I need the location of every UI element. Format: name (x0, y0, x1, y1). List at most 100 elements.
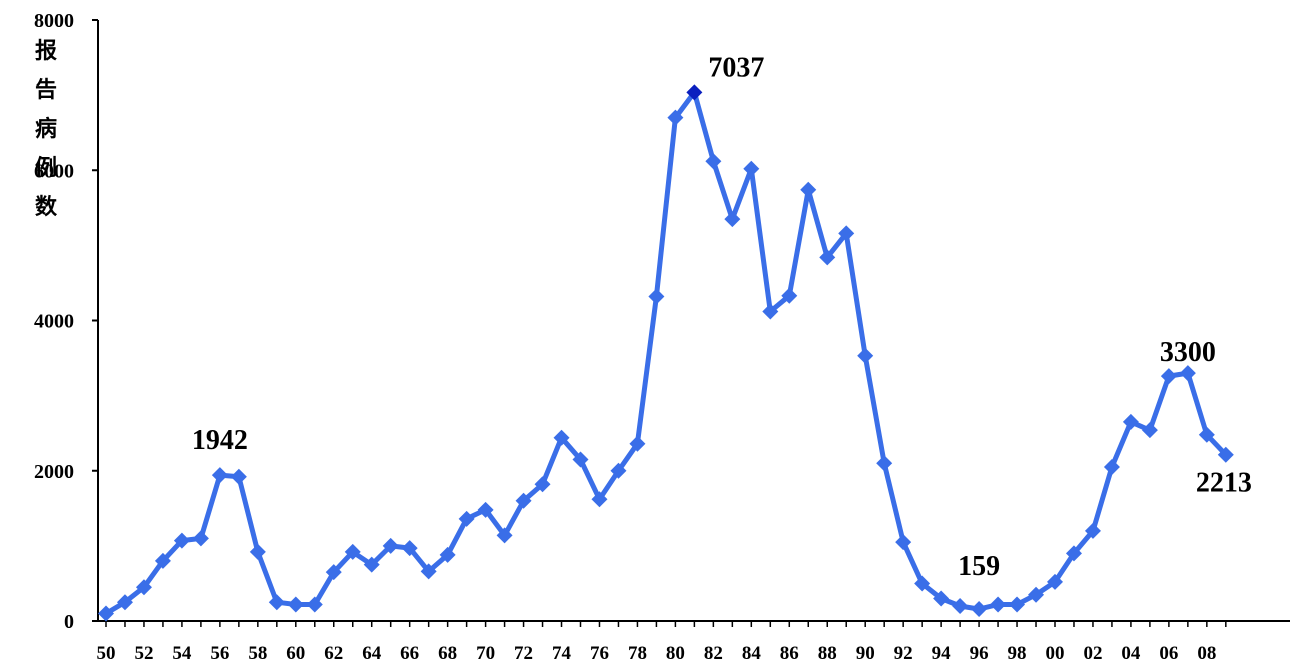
data-point (230, 468, 247, 485)
data-point (933, 590, 950, 607)
data-point (610, 462, 627, 479)
x-tick-label: 86 (780, 643, 799, 664)
data-point (1122, 413, 1139, 430)
data-label: 3300 (1160, 337, 1216, 368)
data-label: 159 (958, 551, 1000, 582)
x-tick-label: 80 (666, 643, 685, 664)
y-axis-label: 报告病例数 (35, 39, 58, 220)
data-point (1009, 596, 1026, 613)
x-tick-label: 04 (1121, 643, 1141, 664)
data-point (838, 225, 855, 242)
x-tick-label: 92 (894, 643, 913, 664)
x-tick-label: 62 (324, 643, 343, 664)
data-point (895, 534, 912, 551)
data-point (1160, 368, 1177, 385)
x-tick-label: 66 (400, 643, 419, 664)
x-tick-label: 60 (286, 643, 305, 664)
x-tick-label: 74 (552, 643, 572, 664)
axes (97, 20, 1290, 622)
x-tick-label: 70 (476, 643, 495, 664)
y-tick-label: 0 (64, 611, 74, 633)
x-tick-label: 00 (1046, 643, 1065, 664)
data-point (629, 435, 646, 452)
data-point (952, 597, 969, 614)
data-point (724, 211, 741, 228)
data-point (325, 564, 342, 581)
data-point (800, 181, 817, 198)
data-point (705, 153, 722, 170)
y-ticks: 0 2000 4000 6000 8000 (34, 10, 98, 633)
series-group (98, 84, 1234, 622)
data-point (1217, 446, 1234, 463)
data-point (1028, 586, 1045, 603)
data-point (98, 605, 114, 622)
x-tick-label: 78 (628, 643, 647, 664)
x-tick-label: 68 (438, 643, 457, 664)
x-tick-label: 94 (932, 643, 952, 664)
data-point (135, 579, 152, 596)
data-point (990, 596, 1007, 613)
data-point (287, 596, 304, 613)
data-point (1084, 522, 1101, 539)
x-tick-label: 58 (248, 643, 267, 664)
data-label: 2213 (1196, 468, 1252, 499)
x-tick-label: 02 (1083, 643, 1102, 664)
data-point (249, 543, 266, 560)
x-tick-label: 90 (856, 643, 875, 664)
data-point (971, 601, 988, 618)
data-point (382, 537, 399, 554)
data-point (876, 455, 893, 472)
x-tick-label: 88 (818, 643, 837, 664)
data-point (591, 491, 608, 508)
data-point (1198, 426, 1215, 443)
data-point (420, 563, 437, 580)
x-tick-label: 54 (172, 643, 192, 664)
data-point (363, 556, 380, 573)
x-tick-label: 56 (210, 643, 229, 664)
data-point (173, 532, 190, 549)
x-tick-label: 64 (362, 643, 382, 664)
data-point (1103, 458, 1120, 475)
y-tick-label: 4000 (34, 311, 74, 333)
data-point (667, 109, 684, 126)
data-point (116, 594, 133, 611)
y-tick-label: 2000 (34, 461, 74, 483)
data-point (154, 552, 171, 569)
data-point (553, 429, 570, 446)
x-tick-label: 82 (704, 643, 723, 664)
data-point (648, 288, 665, 305)
y-tick-label: 8000 (34, 10, 74, 32)
data-label: 1942 (192, 425, 248, 456)
data-point (1141, 422, 1158, 439)
x-tick-label: 06 (1159, 643, 1178, 664)
annotations: 1942 7037 159 3300 2213 (192, 52, 1252, 582)
x-tick-label: 76 (590, 643, 609, 664)
data-point (762, 303, 779, 320)
data-point (743, 160, 760, 177)
x-tick-label: 98 (1008, 643, 1027, 664)
data-point (1179, 365, 1196, 382)
data-point (515, 492, 532, 509)
data-point (211, 467, 228, 484)
data-point (1065, 545, 1082, 562)
x-ticks: 50 52 54 56 58 60 62 64 66 68 70 72 74 76 78 80 82 84 86 88… (97, 621, 1227, 664)
data-point (458, 510, 475, 527)
x-tick-label: 08 (1197, 643, 1216, 664)
data-point (686, 84, 703, 101)
data-point (268, 594, 285, 611)
data-point (344, 543, 361, 560)
data-point (439, 546, 456, 563)
series-line (104, 89, 1228, 616)
data-point (781, 287, 798, 304)
x-tick-label: 52 (134, 643, 153, 664)
data-point (1047, 573, 1063, 590)
data-point (306, 596, 323, 613)
data-point (534, 476, 551, 493)
data-point (401, 540, 418, 557)
x-tick-label: 84 (742, 643, 762, 664)
data-point (819, 249, 836, 266)
data-point (857, 347, 874, 364)
data-point (192, 530, 209, 547)
x-tick-label: 72 (514, 643, 533, 664)
